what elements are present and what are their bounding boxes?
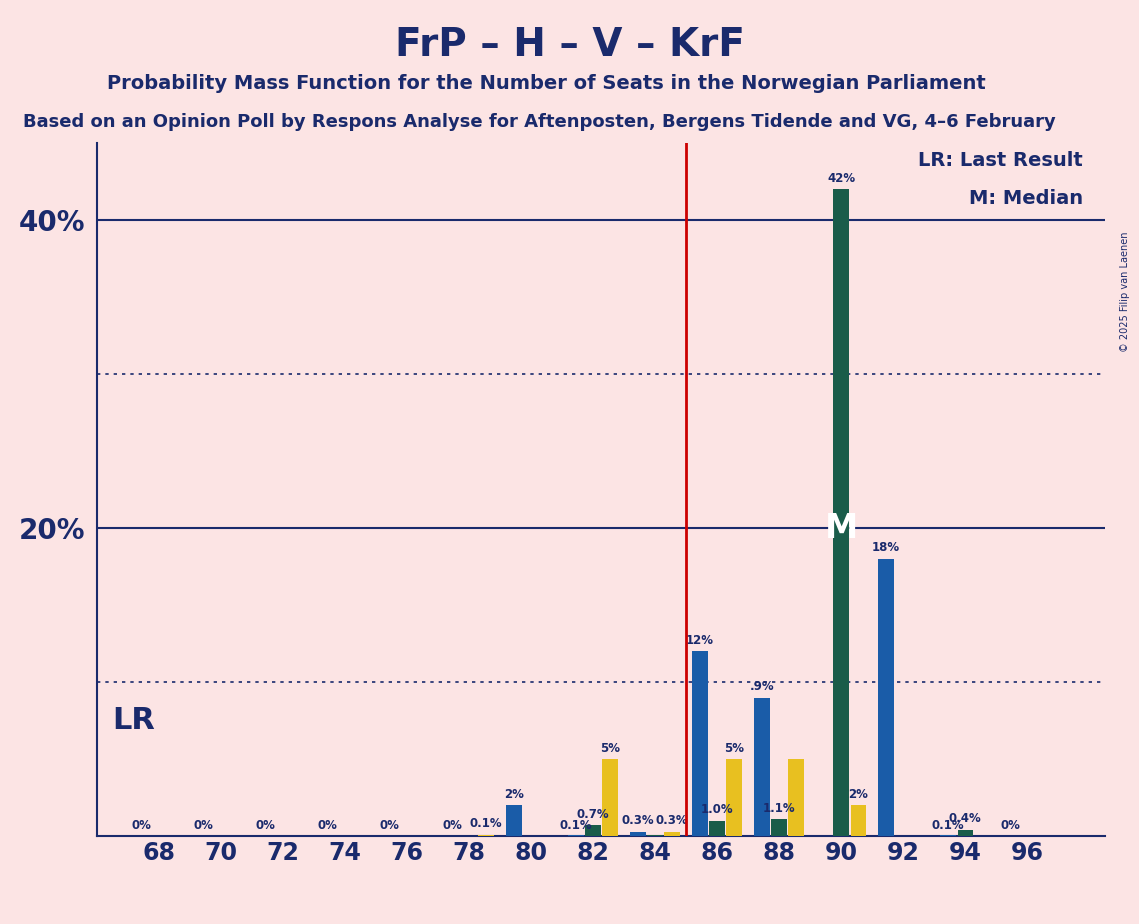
Text: .9%: .9%	[749, 680, 775, 693]
Text: 0%: 0%	[442, 819, 462, 832]
Bar	[664, 832, 680, 836]
Bar	[647, 834, 663, 836]
Text: 0.4%: 0.4%	[949, 812, 982, 825]
Text: 18%: 18%	[872, 541, 900, 554]
Text: 0.1%: 0.1%	[469, 817, 502, 830]
Text: 0%: 0%	[380, 819, 400, 832]
Text: Probability Mass Function for the Number of Seats in the Norwegian Parliament: Probability Mass Function for the Number…	[107, 74, 986, 93]
Bar	[603, 760, 617, 836]
Text: 12%: 12%	[686, 634, 714, 647]
Bar	[478, 834, 494, 836]
Bar	[878, 559, 894, 836]
Bar	[941, 834, 956, 836]
Text: 5%: 5%	[724, 742, 744, 755]
Text: 0%: 0%	[318, 819, 338, 832]
Text: 0%: 0%	[256, 819, 276, 832]
Text: 5%: 5%	[600, 742, 620, 755]
Text: 0%: 0%	[132, 819, 151, 832]
Text: 0.7%: 0.7%	[576, 808, 609, 821]
Text: M: M	[825, 512, 858, 545]
Text: 2%: 2%	[505, 788, 524, 801]
Bar	[568, 834, 584, 836]
Text: 1.1%: 1.1%	[763, 802, 795, 815]
Bar	[630, 832, 646, 836]
Bar	[771, 820, 787, 836]
Text: © 2025 Filip van Laenen: © 2025 Filip van Laenen	[1120, 231, 1130, 351]
Bar	[788, 760, 804, 836]
Bar	[958, 830, 973, 836]
Bar	[834, 189, 849, 836]
Text: Based on an Opinion Poll by Respons Analyse for Aftenposten, Bergens Tidende and: Based on an Opinion Poll by Respons Anal…	[23, 113, 1056, 130]
Text: 0%: 0%	[194, 819, 214, 832]
Bar	[710, 821, 724, 836]
Text: 0.3%: 0.3%	[622, 814, 654, 827]
Text: FrP – H – V – KrF: FrP – H – V – KrF	[394, 26, 745, 64]
Text: 0%: 0%	[1000, 819, 1021, 832]
Text: 2%: 2%	[849, 788, 868, 801]
Text: 0.3%: 0.3%	[656, 814, 688, 827]
Text: 0.1%: 0.1%	[932, 819, 965, 832]
Text: LR: LR	[113, 706, 155, 736]
Bar	[754, 698, 770, 836]
Bar	[693, 651, 707, 836]
Bar	[585, 825, 601, 836]
Text: LR: Last Result: LR: Last Result	[918, 151, 1083, 170]
Text: 0.1%: 0.1%	[559, 819, 592, 832]
Bar	[506, 806, 522, 836]
Text: 1.0%: 1.0%	[700, 803, 734, 816]
Text: M: Median: M: Median	[969, 189, 1083, 209]
Text: 42%: 42%	[827, 172, 855, 185]
Bar	[851, 806, 866, 836]
Bar	[727, 760, 741, 836]
